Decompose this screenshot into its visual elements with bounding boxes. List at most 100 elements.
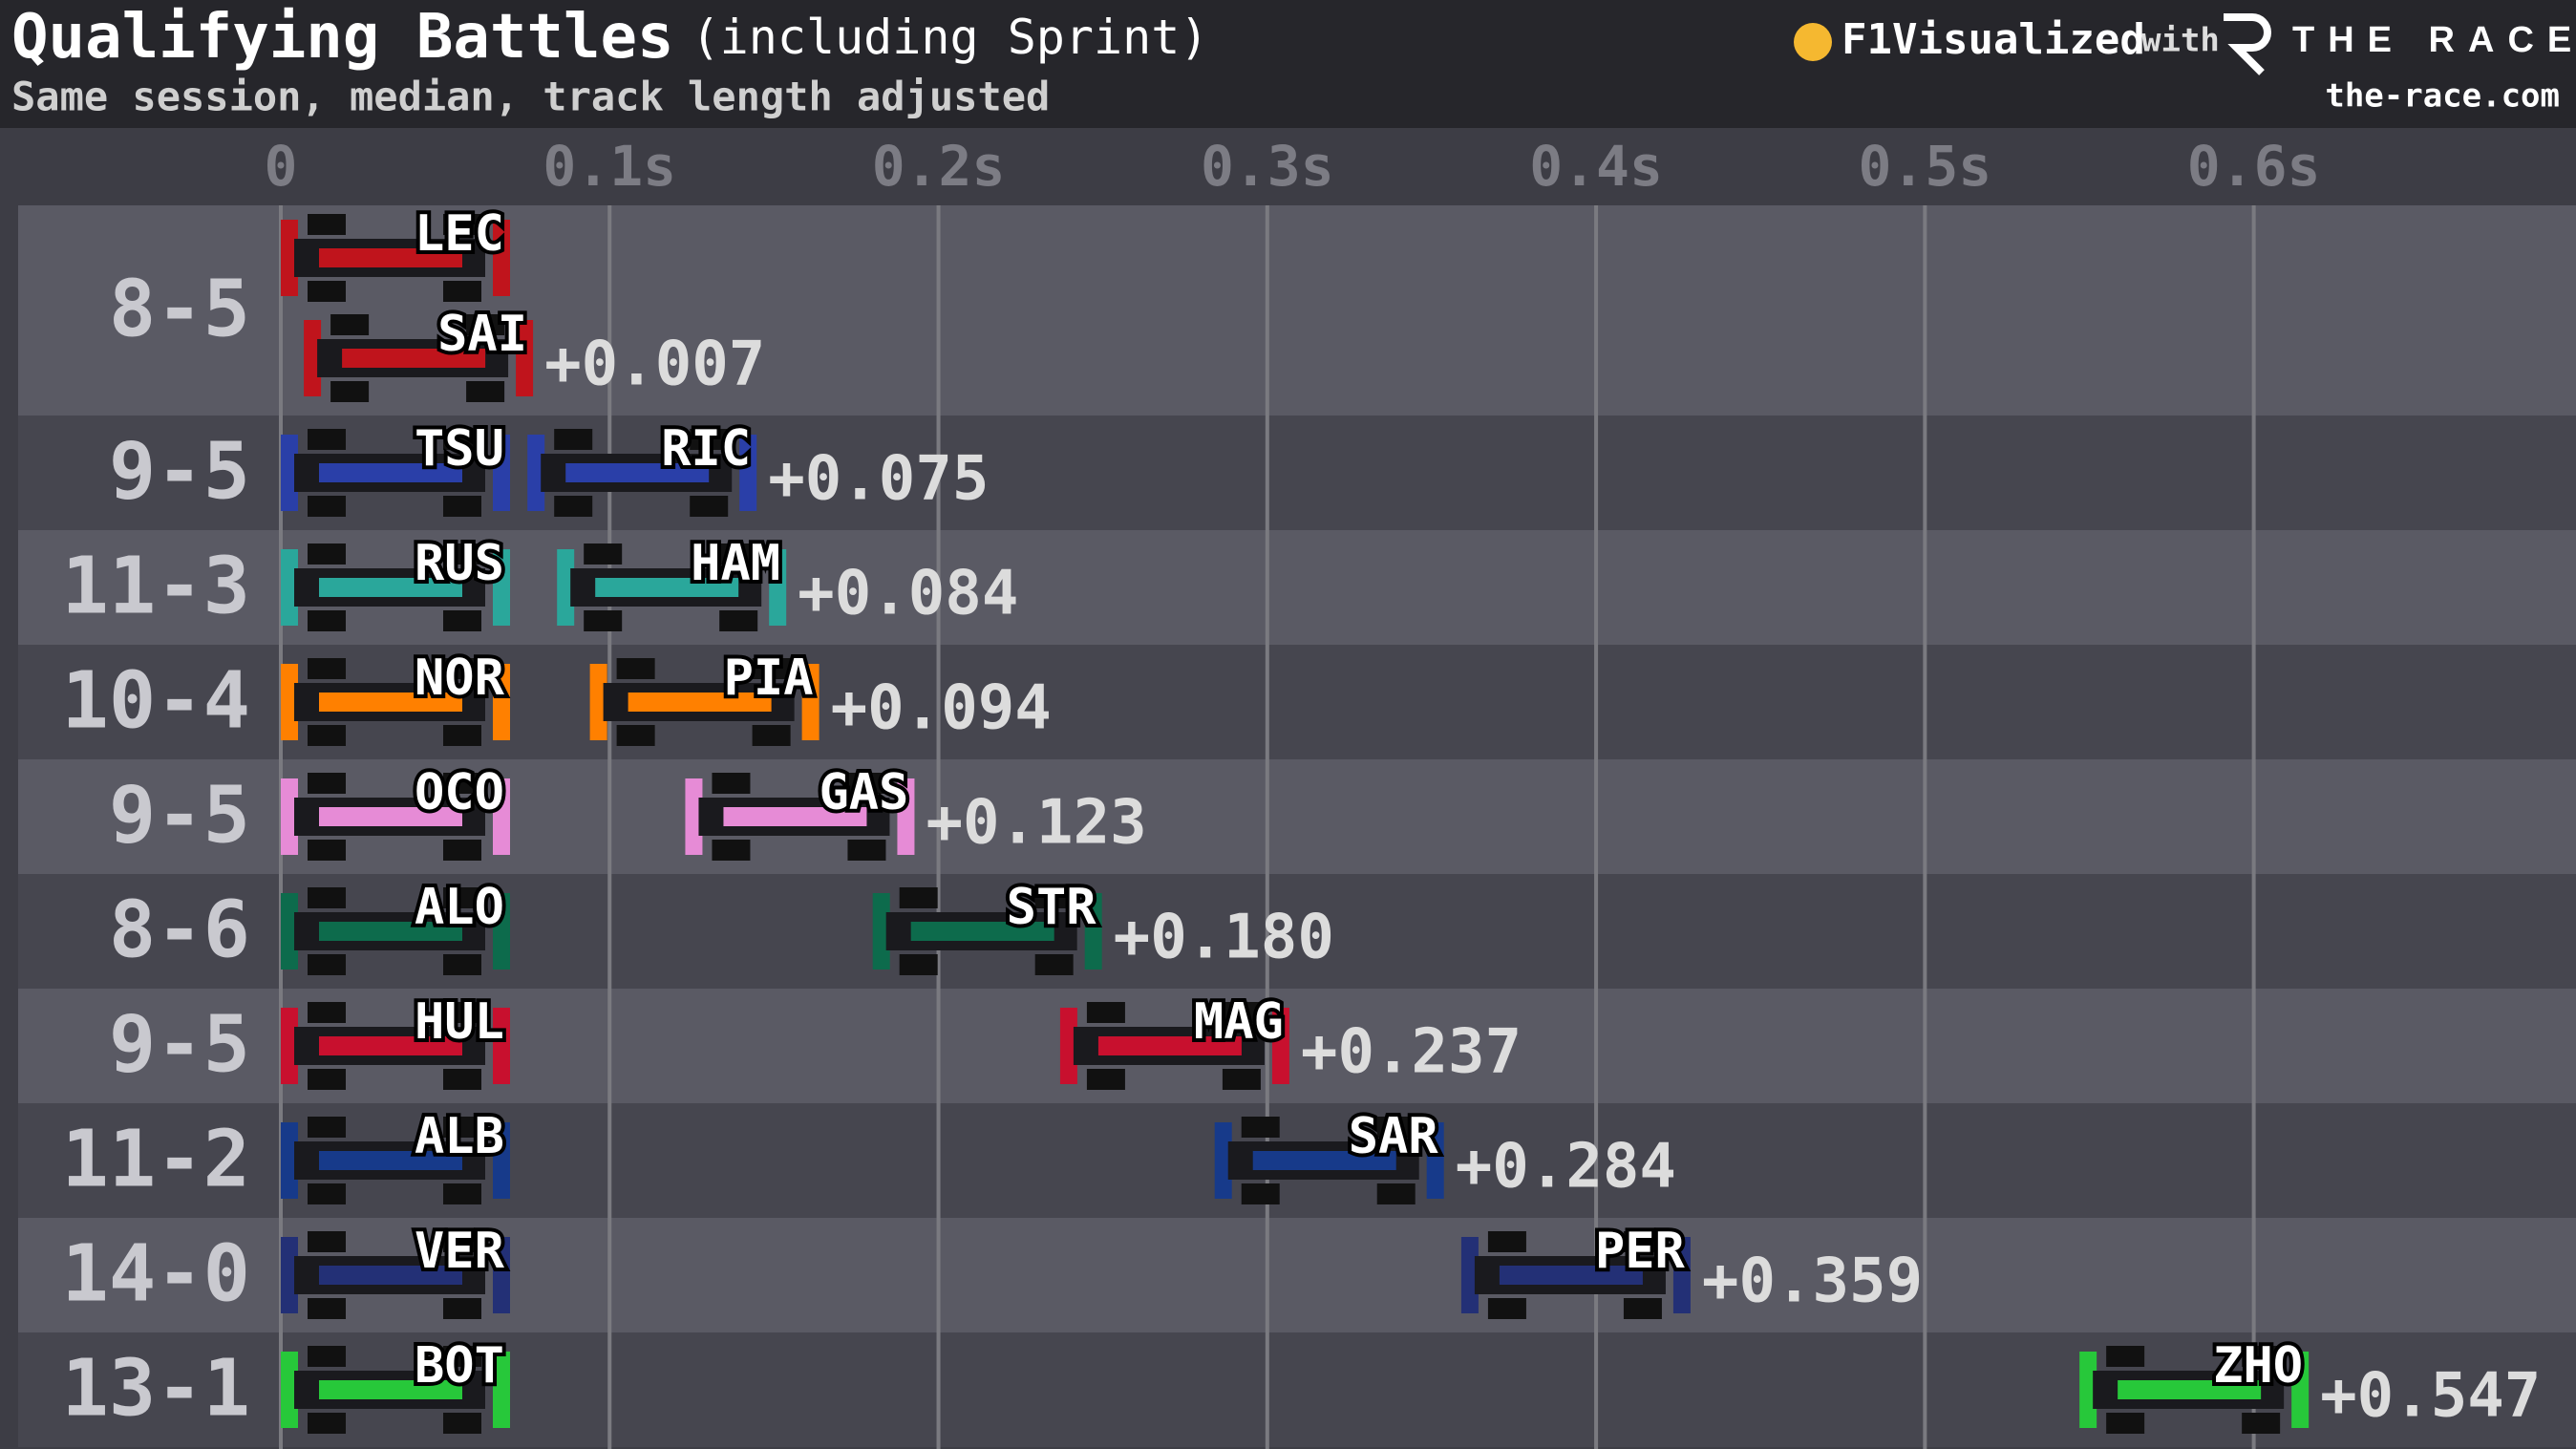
wheel: [752, 725, 791, 746]
driver-code: LEC: [415, 205, 504, 263]
header-bar: [0, 0, 2576, 128]
wheel: [308, 1002, 346, 1023]
car-livery: [319, 1151, 462, 1170]
follower-car: [304, 314, 534, 402]
front-wing: [493, 778, 510, 855]
rear-wing: [589, 664, 607, 740]
wheel: [308, 1069, 346, 1090]
x-tick-label: 0: [265, 134, 298, 199]
wheel: [443, 1069, 481, 1090]
driver-code: GAS: [819, 764, 908, 821]
battle-score: 8-5: [109, 264, 250, 354]
rear-wing: [872, 893, 890, 970]
wheel: [554, 429, 593, 450]
rear-wing: [685, 778, 703, 855]
wheel: [690, 429, 729, 450]
front-wing: [493, 1008, 510, 1084]
car-livery: [1499, 1266, 1643, 1285]
driver-code: ALO: [415, 879, 504, 936]
car-livery: [319, 1380, 462, 1399]
wheel: [330, 314, 370, 335]
battle-score: 8-6: [109, 884, 250, 975]
driver-code: SAI: [437, 306, 527, 363]
wheel: [443, 281, 481, 302]
wheel: [2106, 1413, 2145, 1434]
driver-code: SAR: [1349, 1108, 1439, 1165]
wheel: [443, 1231, 481, 1252]
car-livery: [910, 922, 1054, 941]
rear-wing: [281, 549, 298, 626]
wheel: [752, 658, 791, 679]
car-livery: [319, 922, 462, 941]
leader-car: [281, 658, 510, 746]
gap-label: +0.359: [1702, 1247, 1923, 1317]
wheel: [466, 314, 505, 335]
leader-car: [281, 1117, 510, 1204]
gap-label: +0.180: [1114, 903, 1334, 973]
driver-code: BOT: [415, 1337, 504, 1395]
wheel: [690, 496, 729, 517]
follower-car: [589, 658, 820, 746]
car-livery: [319, 463, 462, 482]
rear-wing: [281, 1122, 298, 1199]
battle-score: 10-4: [62, 655, 250, 746]
wheel: [308, 214, 346, 235]
wheel: [443, 214, 481, 235]
driver-code: NOR: [415, 650, 505, 707]
gap-label: +0.075: [768, 444, 989, 515]
gap-label: +0.123: [926, 788, 1146, 859]
battle-score: 11-3: [62, 541, 250, 631]
driver-code: STR: [1007, 879, 1097, 936]
battle-score: 14-0: [62, 1228, 250, 1319]
wheel: [616, 658, 655, 679]
front-wing: [493, 893, 510, 970]
wheel: [719, 543, 758, 565]
brand-url: the-race.com: [2325, 77, 2560, 116]
driver-code: HAM: [691, 535, 780, 592]
follower-car: [685, 773, 915, 861]
front-wing: [769, 549, 787, 626]
wheel: [308, 954, 346, 975]
x-tick-label: 0.4s: [1529, 134, 1663, 199]
wheel: [1241, 1117, 1280, 1138]
wheel: [308, 1183, 346, 1204]
wheel: [308, 725, 346, 746]
wheel: [443, 725, 481, 746]
front-wing: [1271, 1008, 1289, 1084]
wheel: [443, 887, 481, 908]
wheel: [308, 1298, 346, 1319]
car-livery: [319, 1036, 462, 1055]
wheel: [1487, 1231, 1526, 1252]
wheel: [443, 1298, 481, 1319]
title-suffix: (including Sprint): [692, 10, 1209, 65]
gap-label: +0.547: [2320, 1361, 2541, 1432]
rear-wing: [281, 1352, 298, 1428]
wheel: [308, 658, 346, 679]
driver-code: MAG: [1194, 993, 1284, 1051]
wheel: [308, 1413, 346, 1434]
wheel: [1487, 1298, 1526, 1319]
front-wing: [1084, 893, 1102, 970]
driver-code: RUS: [415, 535, 504, 592]
wheel: [308, 429, 346, 450]
wheel: [847, 773, 886, 794]
rear-wing: [2079, 1352, 2097, 1428]
wheel: [308, 1117, 346, 1138]
gap-label: +0.094: [831, 673, 1052, 744]
car-livery: [628, 693, 772, 712]
gap-label: +0.007: [544, 330, 765, 400]
wheel: [899, 887, 938, 908]
driver-code: PIA: [724, 650, 814, 707]
brand-with: with: [2141, 22, 2220, 60]
follower-car: [1460, 1231, 1691, 1319]
wheel: [1623, 1231, 1662, 1252]
battle-score: 9-5: [109, 426, 250, 517]
chart-title: Qualifying Battles (including Sprint): [11, 2, 1208, 73]
wheel: [330, 381, 370, 402]
car-livery: [1252, 1151, 1396, 1170]
driver-code: PER: [1595, 1223, 1686, 1280]
car-livery: [319, 248, 462, 267]
wheel: [712, 840, 751, 861]
wheel: [1376, 1183, 1416, 1204]
